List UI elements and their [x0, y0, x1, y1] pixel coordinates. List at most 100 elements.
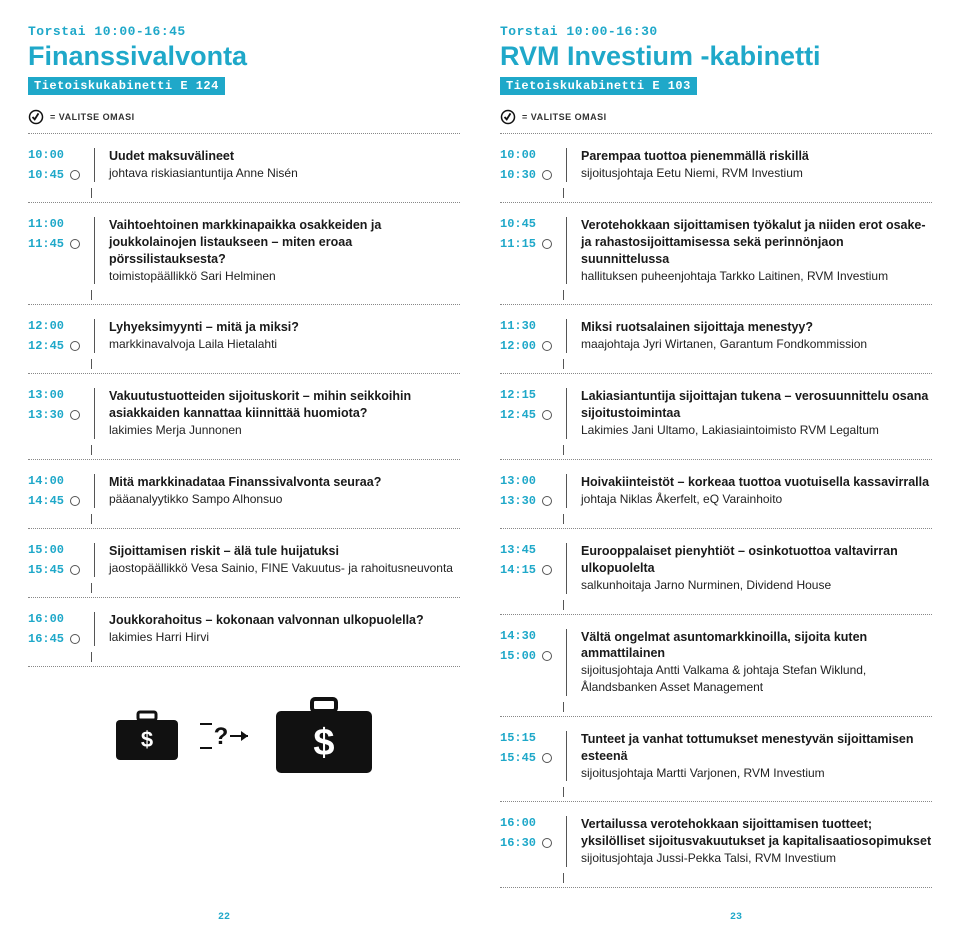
talk-title: Vakuutustuotteiden sijoituskorit – mihin… — [109, 388, 460, 422]
schedule-slot: 14:0014:45 Mitä markkinadataa Finanssival… — [28, 464, 460, 514]
schedule-slot: 10:4511:15 Verotehokkaan sijoittamisen ty… — [500, 207, 932, 290]
divider — [28, 133, 460, 134]
slot-end-time: 15:45 — [28, 563, 82, 577]
vertical-separator — [563, 600, 932, 610]
vertical-separator — [563, 873, 932, 883]
talk-speaker: hallituksen puheenjohtaja Tarkko Laitine… — [581, 268, 932, 285]
talk-title: Vältä ongelmat asuntomarkkinoilla, sijoi… — [581, 629, 932, 663]
vertical-separator — [563, 290, 932, 300]
schedule-slot: 16:0016:45Joukkorahoitus – kokonaan valv… — [28, 602, 460, 652]
slot-times: 15:00 15:45 — [28, 543, 82, 577]
vertical-separator — [566, 629, 567, 696]
track-room-badge: Tietoiskukabinetti E 124 — [28, 77, 225, 95]
page-number-right: 23 — [730, 912, 742, 923]
slot-start-time: 15:15 — [500, 731, 554, 745]
slot-content: Lakiasiantuntija sijoittajan tukena – ve… — [581, 388, 932, 439]
question-arrow-icon: ? — [198, 716, 256, 756]
pick-circle-icon[interactable] — [542, 651, 552, 661]
pick-circle-icon[interactable] — [70, 341, 80, 351]
pick-circle-icon[interactable] — [542, 170, 552, 180]
slot-end-time: 11:15 — [500, 237, 554, 251]
slot-start-time: 10:00 — [28, 148, 82, 162]
slot-start-time: 15:00 — [28, 543, 82, 557]
talk-speaker: sijoitusjohtaja Eetu Niemi, RVM Investiu… — [581, 165, 932, 182]
pick-circle-icon[interactable] — [70, 634, 80, 644]
slot-times: 13:0013:30 — [28, 388, 82, 439]
page-number-left: 22 — [218, 912, 230, 923]
schedule-slot: 14:3015:00Vältä ongelmat asuntomarkkinoi… — [500, 619, 932, 702]
divider — [500, 459, 932, 460]
slot-content: Mitä markkinadataa Finanssivalvonta seur… — [109, 474, 460, 508]
slot-times: 14:0014:45 — [28, 474, 82, 508]
track-right: Torstai 10:00-16:30 RVM Investium -kabin… — [500, 24, 932, 892]
vertical-separator — [94, 148, 95, 182]
talk-speaker: salkunhoitaja Jarno Nurminen, Dividend H… — [581, 577, 932, 594]
slot-content: Vaihtoehtoinen markkinapaikka osakkeiden… — [109, 217, 460, 284]
talk-speaker: johtava riskiasiantuntija Anne Nisén — [109, 165, 460, 182]
vertical-separator — [566, 148, 567, 182]
slot-content: Parempaa tuottoa pienemmällä riskilläsij… — [581, 148, 932, 182]
vertical-separator — [91, 359, 460, 369]
slot-end-time: 15:45 — [500, 751, 554, 765]
schedule-slot: 13:4514:15Eurooppalaiset pienyhtiöt – os… — [500, 533, 932, 600]
pick-circle-icon[interactable] — [542, 239, 552, 249]
talk-title: Miksi ruotsalainen sijoittaja menestyy? — [581, 319, 932, 336]
divider — [500, 716, 932, 717]
schedule-slot: 15:15 15:45 Tunteet ja vanhat tottumukset … — [500, 721, 932, 788]
divider — [500, 528, 932, 529]
pick-circle-icon[interactable] — [542, 496, 552, 506]
pick-circle-icon[interactable] — [70, 410, 80, 420]
slot-times: 16:0016:30 — [500, 816, 554, 867]
pick-circle-icon[interactable] — [70, 170, 80, 180]
pick-circle-icon[interactable] — [70, 239, 80, 249]
schedule-slot: 11:3012:00Miksi ruotsalainen sijoittaja … — [500, 309, 932, 359]
slot-start-time: 13:00 — [28, 388, 82, 402]
pick-circle-icon[interactable] — [70, 496, 80, 506]
pick-circle-icon[interactable] — [542, 565, 552, 575]
pick-circle-icon[interactable] — [542, 410, 552, 420]
slot-content: Lyhyeksimyynti – mitä ja miksi?markkinav… — [109, 319, 460, 353]
slot-end-time: 14:45 — [28, 494, 82, 508]
divider — [500, 614, 932, 615]
talk-title: Verotehokkaan sijoittamisen työkalut ja … — [581, 217, 932, 268]
page-footer: 22 23 — [28, 912, 932, 923]
talk-title: Tunteet ja vanhat tottumukset menestyvän… — [581, 731, 932, 765]
vertical-separator — [94, 319, 95, 353]
slot-end-time: 16:30 — [500, 836, 554, 850]
pick-circle-icon[interactable] — [70, 565, 80, 575]
schedule-slot: 10:0010:45Uudet maksuvälineetjohtava ris… — [28, 138, 460, 188]
svg-text:$: $ — [141, 727, 153, 752]
vertical-separator — [94, 612, 95, 646]
slot-times: 12:1512:45 — [500, 388, 554, 439]
divider — [28, 528, 460, 529]
vertical-separator — [563, 445, 932, 455]
slot-content: Tunteet ja vanhat tottumukset menestyvän… — [581, 731, 932, 782]
pick-circle-icon[interactable] — [542, 838, 552, 848]
divider — [28, 666, 460, 667]
valitse-label: = VALITSE OMASI — [522, 112, 607, 122]
schedule-slot: 16:0016:30Vertailussa verotehokkaan sijo… — [500, 806, 932, 873]
vertical-separator — [91, 652, 460, 662]
slot-times: 10:4511:15 — [500, 217, 554, 284]
slot-times: 12:0012:45 — [28, 319, 82, 353]
slot-times: 16:0016:45 — [28, 612, 82, 646]
vertical-separator — [566, 388, 567, 439]
slot-start-time: 12:15 — [500, 388, 554, 402]
pick-circle-icon[interactable] — [542, 341, 552, 351]
talk-speaker: jaostopäällikkö Vesa Sainio, FINE Vakuut… — [109, 560, 460, 577]
slot-content: Eurooppalaiset pienyhtiöt – osinkotuotto… — [581, 543, 932, 594]
briefcase-small-icon: $ — [110, 708, 184, 764]
pick-circle-icon[interactable] — [542, 753, 552, 763]
vertical-separator — [563, 787, 932, 797]
track-time-range: Torstai 10:00-16:45 — [28, 24, 460, 39]
talk-title: Parempaa tuottoa pienemmällä riskillä — [581, 148, 932, 165]
slot-content: Sijoittamisen riskit – älä tule huijatuk… — [109, 543, 460, 577]
talk-speaker: johtaja Niklas Åkerfelt, eQ Varainhoito — [581, 491, 932, 508]
slot-start-time: 12:00 — [28, 319, 82, 333]
slot-end-time: 11:45 — [28, 237, 82, 251]
valitse-omasi: = VALITSE OMASI — [28, 109, 460, 125]
slot-end-time: 15:00 — [500, 649, 554, 663]
track-header: Torstai 10:00-16:30 RVM Investium -kabin… — [500, 24, 932, 95]
vertical-separator — [563, 188, 932, 198]
slot-times: 10:0010:45 — [28, 148, 82, 182]
